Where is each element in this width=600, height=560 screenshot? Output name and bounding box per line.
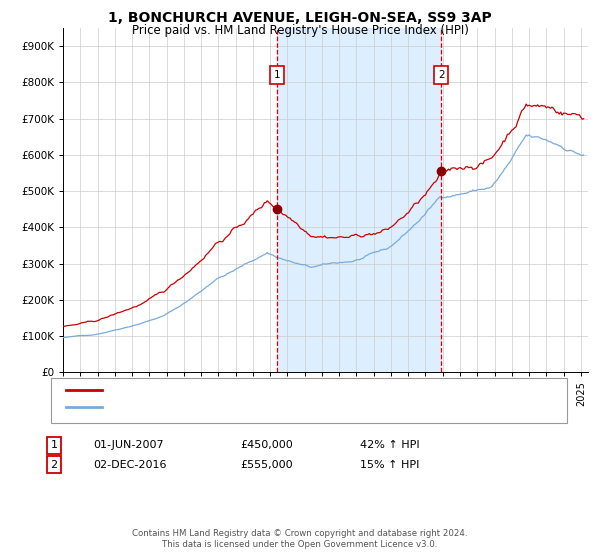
Bar <box>277 28 442 372</box>
Text: 1: 1 <box>274 70 281 80</box>
Text: £450,000: £450,000 <box>240 440 293 450</box>
Text: 42% ↑ HPI: 42% ↑ HPI <box>360 440 419 450</box>
Text: 1: 1 <box>50 440 58 450</box>
Text: 02-DEC-2016: 02-DEC-2016 <box>93 460 167 470</box>
Text: Price paid vs. HM Land Registry's House Price Index (HPI): Price paid vs. HM Land Registry's House … <box>131 24 469 37</box>
Text: 2: 2 <box>50 460 58 470</box>
Text: 15% ↑ HPI: 15% ↑ HPI <box>360 460 419 470</box>
Text: 1, BONCHURCH AVENUE, LEIGH-ON-SEA, SS9 3AP: 1, BONCHURCH AVENUE, LEIGH-ON-SEA, SS9 3… <box>108 11 492 25</box>
Text: Contains HM Land Registry data © Crown copyright and database right 2024.: Contains HM Land Registry data © Crown c… <box>132 529 468 538</box>
Text: 01-JUN-2007: 01-JUN-2007 <box>93 440 164 450</box>
Text: £555,000: £555,000 <box>240 460 293 470</box>
Text: This data is licensed under the Open Government Licence v3.0.: This data is licensed under the Open Gov… <box>163 540 437 549</box>
Text: 2: 2 <box>438 70 445 80</box>
Text: 1, BONCHURCH AVENUE, LEIGH-ON-SEA, SS9 3AP (detached house): 1, BONCHURCH AVENUE, LEIGH-ON-SEA, SS9 3… <box>108 385 460 395</box>
Text: HPI: Average price, detached house, Southend-on-Sea: HPI: Average price, detached house, Sout… <box>108 402 391 412</box>
